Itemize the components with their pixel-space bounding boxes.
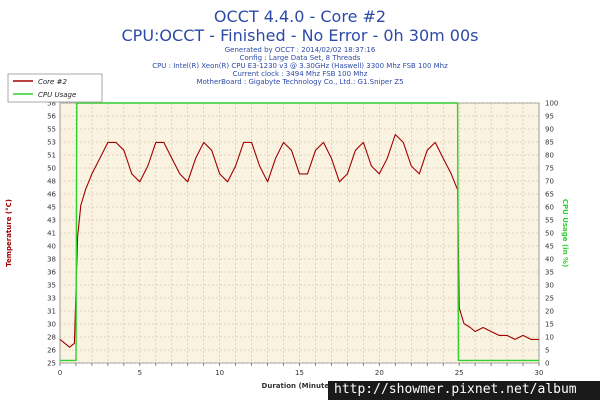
- info-line: Generated by OCCT : 2014/02/02 18:37:16: [225, 46, 376, 54]
- watermark: http://showmer.pixnet.net/album: [334, 382, 577, 397]
- y-tick-label: 53: [47, 139, 56, 147]
- y-tick-label: 45: [47, 204, 56, 212]
- x-axis-title: Duration (Minutes): [262, 382, 337, 390]
- watermark-bar: [328, 381, 600, 400]
- info-line: Current clock : 3494 Mhz FSB 100 Mhz: [233, 70, 368, 78]
- y2-tick-label: 20: [545, 308, 554, 316]
- y2-axis-ticks: 0 5 10 15 20 25 30 35 40 45 50 55 60 65 70 75 80 85 90 95 10…: [545, 100, 558, 368]
- y-tick-label: 26: [47, 347, 56, 355]
- y2-tick-label: 65: [545, 191, 554, 199]
- y2-tick-label: 10: [545, 334, 554, 342]
- y2-tick-label: 35: [545, 269, 554, 277]
- x-tick-label: 25: [455, 369, 464, 377]
- y-tick-label: 56: [47, 113, 56, 121]
- info-line: MotherBoard : Gigabyte Technology Co., L…: [196, 78, 403, 86]
- y-axis-ticks: 25 26 28 30 31 33 35 36 38 40 41 43 45 46 48 50 51 53 55 56…: [47, 100, 56, 368]
- y2-tick-label: 80: [545, 152, 554, 160]
- y2-tick-label: 60: [545, 204, 554, 212]
- y2-tick-label: 75: [545, 165, 554, 173]
- y-tick-label: 50: [47, 165, 56, 173]
- x-tick-label: 10: [215, 369, 224, 377]
- y-tick-label: 40: [47, 243, 56, 251]
- y-tick-label: 28: [47, 334, 56, 342]
- y2-tick-label: 95: [545, 113, 554, 121]
- y-tick-label: 58: [47, 100, 56, 108]
- series-core2: [59, 133, 539, 348]
- x-tick-label: 15: [295, 369, 304, 377]
- y-tick-label: 41: [47, 230, 56, 238]
- y2-axis-title: CPU Usage (in %): [561, 199, 569, 267]
- legend-cpu-usage: CPU Usage: [38, 91, 76, 99]
- y-tick-label: 36: [47, 269, 56, 277]
- series-cpu-usage: [60, 102, 539, 362]
- y-tick-label: 25: [47, 360, 56, 368]
- y-tick-label: 38: [47, 256, 56, 264]
- y-tick-label: 55: [47, 126, 56, 134]
- y-tick-label: 43: [47, 217, 56, 225]
- x-tick-label: 0: [58, 369, 62, 377]
- y2-tick-label: 40: [545, 256, 554, 264]
- y-tick-label: 46: [47, 191, 56, 199]
- info-block: Generated by OCCT : 2014/02/02 18:37:16C…: [152, 46, 448, 86]
- y2-tick-label: 100: [545, 100, 558, 108]
- y2-tick-label: 55: [545, 217, 554, 225]
- y2-tick-label: 85: [545, 139, 554, 147]
- x-tick-label: 20: [375, 369, 384, 377]
- x-axis-ticks: 0 5 10 15 20 25 30: [58, 369, 544, 377]
- y2-tick-label: 30: [545, 282, 554, 290]
- y2-tick-label: 90: [545, 126, 554, 134]
- y2-tick-label: 0: [545, 360, 549, 368]
- y-tick-label: 35: [47, 282, 56, 290]
- y-tick-label: 31: [47, 308, 56, 316]
- x-tick-label: 30: [535, 369, 544, 377]
- y2-tick-label: 45: [545, 243, 554, 251]
- legend: Core #2 CPU Usage: [7, 73, 103, 103]
- legend-core2: Core #2: [38, 78, 67, 86]
- x-tick-label: 5: [138, 369, 142, 377]
- y-tick-label: 48: [47, 178, 56, 186]
- series-lines: [59, 102, 539, 362]
- chart-subtitle: CPU:OCCT - Finished - No Error - 0h 30m …: [122, 26, 479, 45]
- y2-tick-label: 70: [545, 178, 554, 186]
- y-axis-title: Temperature (°C): [5, 199, 13, 267]
- info-line: Config : Large Data Set, 8 Threads: [240, 54, 361, 62]
- y2-tick-label: 25: [545, 295, 554, 303]
- y-tick-label: 51: [47, 152, 56, 160]
- y-tick-label: 33: [47, 295, 56, 303]
- y2-tick-label: 15: [545, 321, 554, 329]
- info-line: CPU : Intel(R) Xeon(R) CPU E3-1230 v3 @ …: [152, 62, 448, 70]
- y2-tick-label: 50: [545, 230, 554, 238]
- y-tick-label: 30: [47, 321, 56, 329]
- y2-tick-label: 5: [545, 347, 549, 355]
- chart-title: OCCT 4.4.0 - Core #2: [214, 7, 386, 26]
